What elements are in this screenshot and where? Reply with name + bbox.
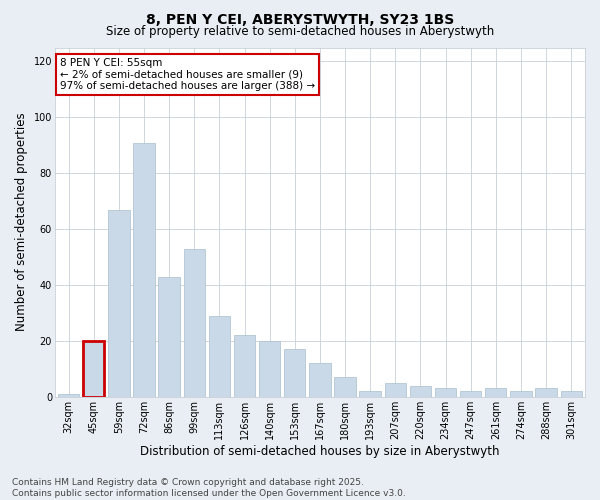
Bar [309,364,331,397]
Bar [435,388,456,397]
Bar [234,336,255,397]
Bar [359,391,381,397]
Y-axis label: Number of semi-detached properties: Number of semi-detached properties [15,113,28,332]
Bar [334,377,356,397]
Bar [209,316,230,397]
Bar [535,388,557,397]
Text: Contains HM Land Registry data © Crown copyright and database right 2025.
Contai: Contains HM Land Registry data © Crown c… [12,478,406,498]
Bar [385,383,406,397]
Bar [560,391,582,397]
Bar [184,248,205,397]
Bar [259,341,280,397]
X-axis label: Distribution of semi-detached houses by size in Aberystwyth: Distribution of semi-detached houses by … [140,444,500,458]
Bar [410,386,431,397]
Bar [510,391,532,397]
Bar [133,142,155,397]
Text: 8, PEN Y CEI, ABERYSTWYTH, SY23 1BS: 8, PEN Y CEI, ABERYSTWYTH, SY23 1BS [146,12,454,26]
Bar [108,210,130,397]
Bar [158,276,180,397]
Bar [460,391,481,397]
Text: 8 PEN Y CEI: 55sqm
← 2% of semi-detached houses are smaller (9)
97% of semi-deta: 8 PEN Y CEI: 55sqm ← 2% of semi-detached… [60,58,315,91]
Bar [485,388,506,397]
Bar [58,394,79,397]
Text: Size of property relative to semi-detached houses in Aberystwyth: Size of property relative to semi-detach… [106,25,494,38]
Bar [284,350,305,397]
Bar [83,341,104,397]
